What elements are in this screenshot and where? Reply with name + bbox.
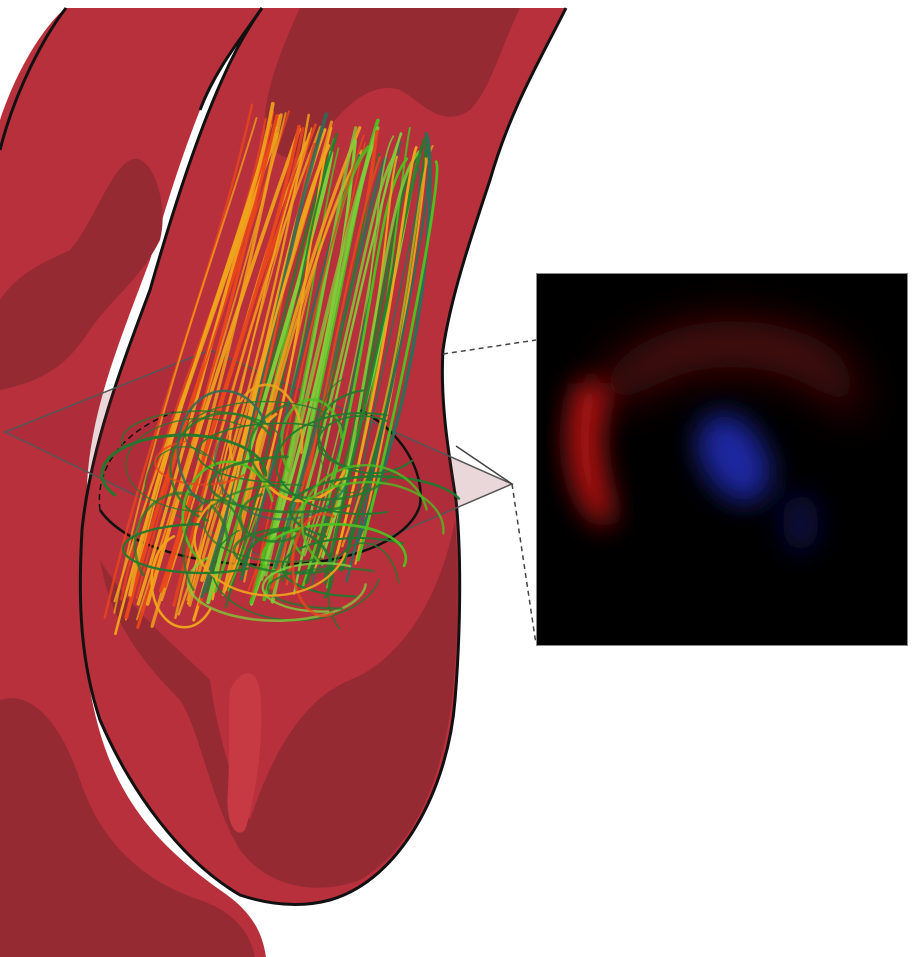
streamline [292, 132, 403, 595]
streamline-loop [203, 483, 323, 563]
streamline-loop [327, 542, 400, 630]
streamline-loop [300, 464, 428, 566]
streamline-loop [228, 383, 304, 465]
streamline-loop [261, 562, 352, 613]
streamline-loop [184, 400, 345, 457]
streamline [250, 134, 365, 598]
streamline-loop [100, 433, 267, 497]
streamline-loop [291, 512, 335, 618]
streamline-loop [317, 389, 414, 475]
streamline-loop [281, 537, 404, 598]
streamline-loop [274, 412, 389, 515]
streamline-loop [288, 475, 461, 538]
streamline-loop [182, 498, 246, 591]
inset-negative-region [697, 413, 819, 553]
streamline-loop [122, 523, 250, 575]
streamline [329, 150, 421, 553]
streamline-loop [133, 491, 230, 577]
streamline [356, 160, 439, 562]
streamline-loop [317, 415, 388, 470]
streamline-loop [248, 403, 397, 501]
streamline [280, 154, 396, 575]
streamline [186, 132, 311, 605]
inset-positive-ring [596, 320, 860, 424]
streamline-loop [232, 526, 344, 575]
streamline [211, 148, 327, 601]
streamline-loop [176, 389, 266, 505]
streamline-loop [290, 480, 445, 557]
streamline-loop [150, 535, 212, 629]
inset-positive-region [568, 383, 613, 526]
streamlines [100, 101, 461, 636]
outer-vessel-shadow [0, 158, 163, 390]
streamline [206, 150, 334, 605]
streamline [346, 166, 421, 549]
main-vessel-outline [78, 7, 568, 907]
main-vessel-shadow-body [100, 520, 458, 888]
outer-vessel [0, 8, 266, 957]
streamline [164, 123, 317, 588]
main-vessel-shadow-top [264, 8, 520, 159]
streamline [145, 127, 302, 606]
streamline [303, 135, 395, 557]
streamline-loop [121, 410, 282, 454]
streamline-loop [208, 455, 351, 514]
streamline-loop [254, 412, 346, 503]
velocity-map-inset [536, 273, 908, 646]
streamline [322, 136, 428, 584]
inset-leader-mid [455, 445, 513, 485]
streamline-loop [193, 494, 347, 597]
streamline-loop [260, 522, 408, 573]
inset-leader-top [442, 339, 537, 355]
streamline-loop [213, 416, 351, 521]
streamline [227, 147, 340, 592]
streamline [113, 117, 258, 614]
streamline-loop [238, 493, 306, 543]
streamline [128, 101, 275, 597]
streamline-loop [211, 529, 380, 622]
streamline-loop [317, 378, 374, 494]
outer-vessel-shadow-lower [0, 698, 255, 957]
streamline [354, 157, 427, 565]
main-vessel-highlight-stripe [227, 673, 262, 833]
streamline-loop [125, 417, 246, 513]
streamline [224, 127, 333, 592]
inset-leader-bottom [511, 483, 537, 645]
streamline-loop [154, 440, 246, 486]
